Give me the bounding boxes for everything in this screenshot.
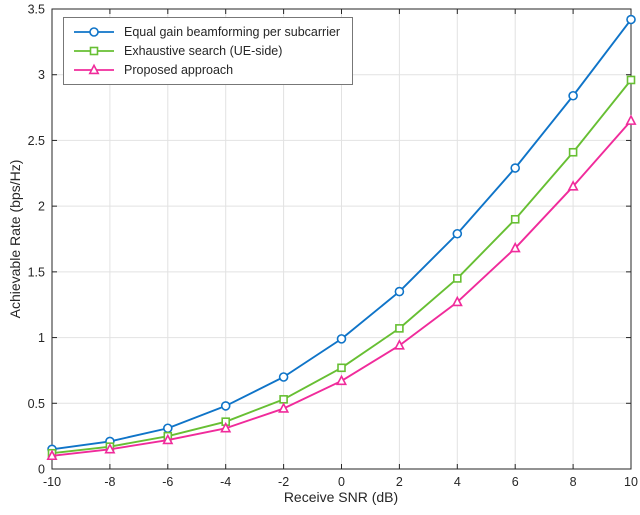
y-axis-label: Achievable Rate (bps/Hz) [7, 159, 23, 319]
svg-text:3.5: 3.5 [28, 3, 45, 17]
triangle-marker-icon [88, 63, 100, 75]
svg-text:2.5: 2.5 [28, 134, 45, 148]
svg-text:1: 1 [38, 331, 45, 345]
legend-entry: Equal gain beamforming per subcarrier [72, 25, 340, 39]
svg-text:1.5: 1.5 [28, 265, 45, 279]
svg-text:-8: -8 [104, 475, 115, 489]
legend-label: Proposed approach [124, 63, 234, 77]
legend: Equal gain beamforming per subcarrier Ex… [63, 17, 354, 85]
svg-text:2: 2 [396, 475, 403, 489]
svg-text:-6: -6 [162, 475, 173, 489]
legend-sample [74, 27, 114, 37]
svg-text:8: 8 [570, 475, 577, 489]
legend-label: Exhaustive search (UE-side) [124, 44, 283, 58]
svg-text:2: 2 [38, 200, 45, 214]
legend-entry: Exhaustive search (UE-side) [72, 44, 340, 58]
svg-text:-4: -4 [220, 475, 231, 489]
circle-marker-icon [89, 27, 99, 37]
x-axis-label: Receive SNR (dB) [283, 489, 399, 505]
svg-text:-10: -10 [43, 475, 61, 489]
svg-text:0.5: 0.5 [28, 397, 45, 411]
legend-label: Equal gain beamforming per subcarrier [124, 25, 341, 39]
svg-text:-2: -2 [278, 475, 289, 489]
legend-sample [74, 46, 114, 56]
svg-text:10: 10 [624, 475, 638, 489]
square-marker-icon [89, 46, 99, 56]
legend-sample [74, 63, 114, 75]
svg-text:0: 0 [38, 463, 45, 477]
svg-text:6: 6 [512, 475, 519, 489]
svg-text:3: 3 [38, 68, 45, 82]
svg-text:4: 4 [454, 475, 461, 489]
svg-text:0: 0 [338, 475, 345, 489]
legend-entry: Proposed approach [72, 63, 340, 77]
